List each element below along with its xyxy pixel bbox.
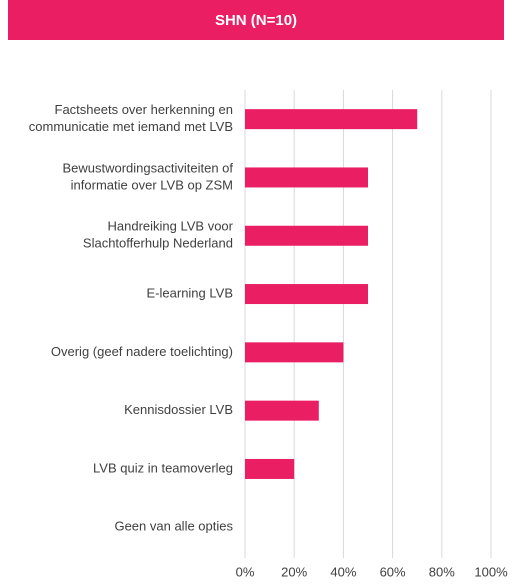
x-tick-label: 100% (474, 564, 508, 579)
chart-title: SHN (N=10) (215, 12, 297, 29)
bar (245, 342, 344, 363)
bar (245, 109, 418, 130)
y-tick-label: informatie over LVB op ZSM (71, 177, 233, 192)
bar (245, 167, 368, 188)
y-tick-label: communicatie met iemand met LVB (29, 119, 233, 134)
y-tick-label: Handreiking LVB voor (108, 219, 234, 234)
y-tick-label: Factsheets over herkenning en (55, 102, 234, 117)
x-tick-label: 60% (380, 564, 406, 579)
x-tick-label: 80% (429, 564, 455, 579)
x-tick-label: 40% (330, 564, 356, 579)
x-tick-label: 0% (236, 564, 255, 579)
bar (245, 458, 295, 479)
y-tick-label: Overig (geef nadere toelichting) (51, 344, 233, 359)
bar (245, 225, 368, 246)
y-tick-label: Bewustwordingsactiviteiten of (62, 160, 233, 175)
bar (245, 284, 368, 305)
y-tick-label: Slachtofferhulp Nederland (83, 236, 233, 251)
y-tick-label: Kennisdossier LVB (124, 402, 233, 417)
y-tick-label: Geen van alle opties (114, 519, 233, 534)
x-tick-label: 20% (281, 564, 307, 579)
title-banner (8, 0, 504, 40)
bar (245, 400, 319, 421)
y-tick-label: E-learning LVB (147, 285, 233, 300)
y-tick-label: LVB quiz in teamoverleg (93, 460, 233, 475)
